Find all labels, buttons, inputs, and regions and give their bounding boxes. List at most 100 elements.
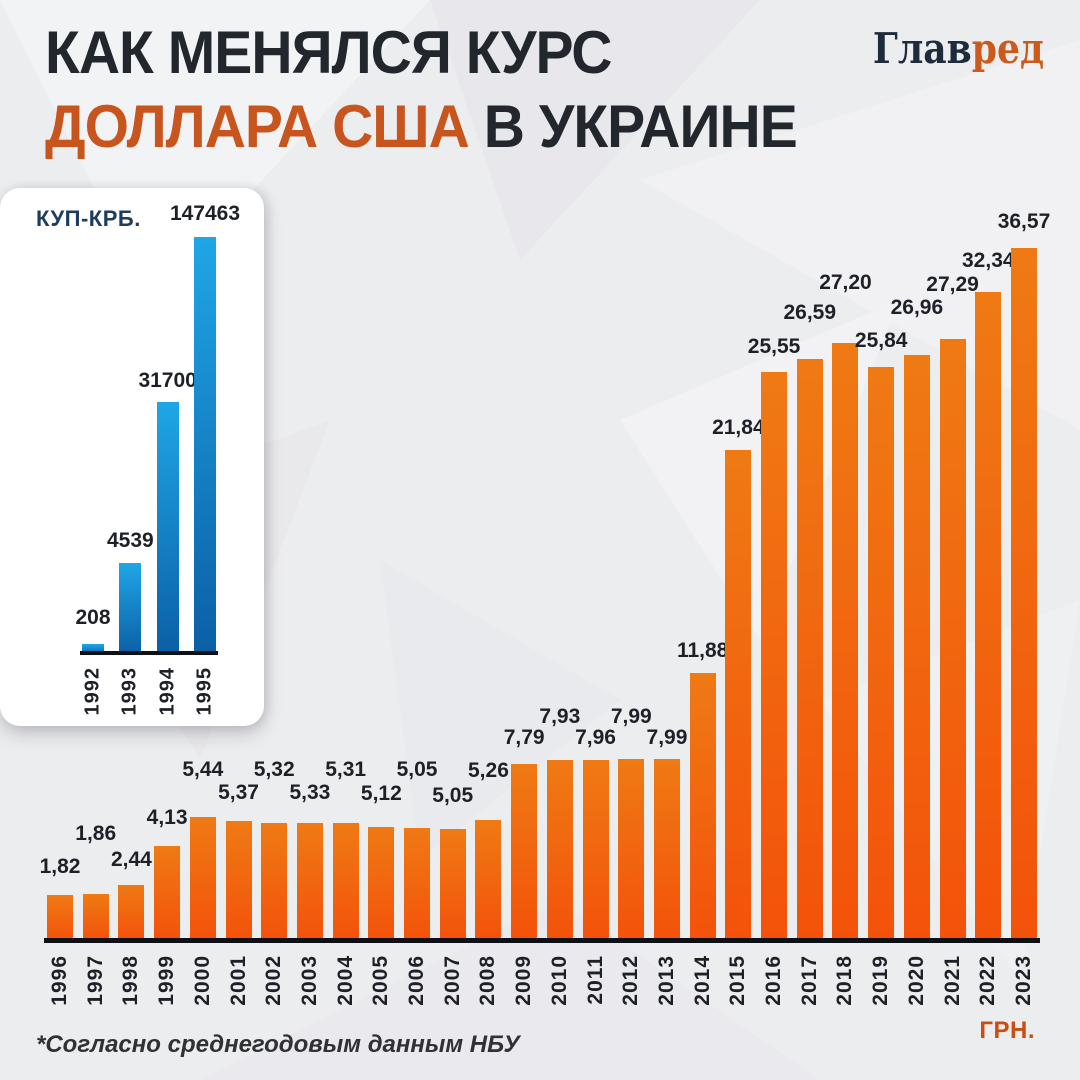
bar: 147463 1995 (170, 202, 240, 716)
bar: 5,37 2001 (218, 781, 259, 1006)
inset-chart-bars: 208 1992 4539 1993 31700 1994 147463 1995 (75, 202, 240, 716)
bar-year-label: 2013 (654, 955, 678, 1006)
bar-year-label: 2008 (476, 955, 500, 1006)
bar-value-label: 25,55 (747, 335, 801, 358)
bar-value-label: 5,37 (218, 781, 259, 804)
bar-value-label: 27,20 (819, 271, 872, 294)
bar-value-label: 2,44 (110, 848, 152, 871)
bar: 5,26 2008 (468, 759, 509, 1006)
bar: 25,84 2019 (855, 329, 908, 1006)
bar-value-label: 5,12 (360, 782, 402, 805)
bar-value-label: 11,88 (676, 639, 729, 662)
bar-value-label: 25,84 (854, 329, 908, 352)
bar-year-label: 2006 (405, 955, 429, 1006)
bar-year-label: 2009 (512, 955, 536, 1006)
bar: 4,13 1999 (147, 806, 188, 1006)
bar: 5,05 2006 (397, 758, 438, 1006)
bar: 5,05 2007 (432, 784, 473, 1006)
currency-unit-label: ГРН. (979, 1017, 1035, 1044)
bar-value-label: 5,32 (253, 758, 295, 781)
bar-year-label: 2010 (547, 955, 571, 1006)
bar-value-label: 5,44 (182, 758, 224, 781)
bar-value-label: 5,26 (468, 759, 509, 782)
bar-year-label: 2017 (797, 955, 821, 1006)
bar: 1,86 1997 (75, 822, 116, 1006)
source-note: *Согласно среднегодовым данным НБУ (36, 1031, 520, 1058)
bar: 4539 1993 (107, 529, 154, 716)
bar-value-label: 36,57 (997, 210, 1051, 233)
bar-value-label: 26,59 (783, 301, 837, 324)
bar: 27,20 2018 (819, 271, 872, 1006)
bar-value-label: 4,13 (146, 806, 188, 829)
bar: 27,29 2021 (926, 273, 979, 1006)
bar-year-label: 2005 (369, 955, 393, 1006)
bar-value-label: 7,96 (575, 726, 616, 749)
bar: 11,88 2014 (677, 639, 728, 1006)
bar-value-label: 32,34 (962, 249, 1015, 272)
bar: 25,55 2016 (748, 335, 801, 1006)
bar-year-label: 2007 (440, 955, 464, 1006)
title-line2-accent: ДОЛЛАРА США (45, 93, 470, 160)
bar: 1,82 1996 (40, 855, 81, 1006)
bar: 7,96 2011 (575, 726, 616, 1005)
brand-logo: Главред (873, 24, 1044, 73)
bar-year-label: 2022 (976, 955, 1000, 1006)
inset-axis-line (80, 651, 218, 655)
bar-value-label: 5,31 (325, 758, 367, 781)
bar: 5,32 2002 (254, 758, 295, 1006)
bar: 32,34 2022 (962, 249, 1015, 1006)
bar-year-label: 2023 (1011, 955, 1035, 1006)
bar-value-label: 26,96 (890, 296, 944, 319)
bar-value-label: 7,99 (610, 705, 652, 728)
bar-value-label: 7,93 (539, 705, 581, 728)
bar-value-label: 147463 (169, 202, 241, 225)
bar-year-label: 2015 (726, 955, 750, 1006)
bar: 5,12 2005 (361, 782, 402, 1006)
bar: 208 1992 (75, 606, 110, 716)
bar: 7,93 2010 (539, 705, 580, 1006)
bar: 26,96 2020 (891, 296, 944, 1006)
bar: 31700 1994 (138, 369, 196, 716)
bar-year-label: 2020 (904, 955, 928, 1006)
bar-value-label: 31700 (138, 369, 197, 392)
title-line2-rest: В УКРАИНЕ (468, 93, 798, 160)
bar-value-label: 1,82 (39, 855, 81, 878)
main-axis-line (44, 938, 1040, 943)
bar-value-label: 21,84 (712, 416, 765, 439)
bar-value-label: 1,86 (75, 822, 117, 845)
bar: 7,99 2012 (611, 705, 652, 1006)
inset-unit-label: КУП-КРБ. (36, 206, 141, 231)
bar-year-label: 1998 (119, 955, 143, 1006)
bar: 2,44 1998 (111, 848, 152, 1006)
bar-year-label: 2000 (190, 955, 214, 1006)
bar-year-label: 1996 (48, 955, 71, 1006)
bar-year-label: 2019 (869, 955, 893, 1006)
bar-value-label: 5,05 (396, 758, 438, 781)
bar-value-label: 4539 (106, 529, 154, 552)
bar-year-label: 2011 (583, 955, 607, 1005)
brand-logo-part1: Глав (872, 24, 972, 73)
bar: 7,99 2013 (647, 726, 688, 1006)
bar-year-label: 2016 (762, 955, 786, 1006)
bar: 5,33 2003 (289, 781, 330, 1006)
brand-logo-part2: ред (971, 24, 1044, 73)
title-line1: КАК МЕНЯЛСЯ КУРС (45, 19, 612, 86)
bar-year-label: 2021 (940, 955, 964, 1006)
main-chart-bars: 1,82 1996 1,86 1997 2,44 1998 4,13 1999 5,44 2000… (40, 210, 1051, 1006)
bar-value-label: 5,05 (432, 784, 474, 807)
page-title: КАК МЕНЯЛСЯ КУРС ДОЛЛАРА США В УКРАИНЕ (45, 16, 798, 164)
bar-year-label: 2012 (619, 955, 643, 1006)
bar-value-label: 27,29 (926, 273, 979, 296)
bar: 5,44 2000 (182, 758, 223, 1006)
bar-year-label: 2004 (333, 955, 357, 1006)
bar-year-label: 2003 (297, 955, 321, 1006)
inset-chart-card: КУП-КРБ. 208 1992 4539 1993 31700 1994 147463 1… (0, 188, 264, 726)
bar-year-label: 1999 (155, 955, 179, 1006)
bar: 36,57 2023 (998, 210, 1051, 1006)
bar-value-label: 5,33 (289, 781, 331, 804)
bar-value-label: 7,99 (646, 726, 688, 749)
bar-year-label: 2014 (690, 955, 714, 1006)
bar-year-label: 2002 (262, 955, 286, 1006)
